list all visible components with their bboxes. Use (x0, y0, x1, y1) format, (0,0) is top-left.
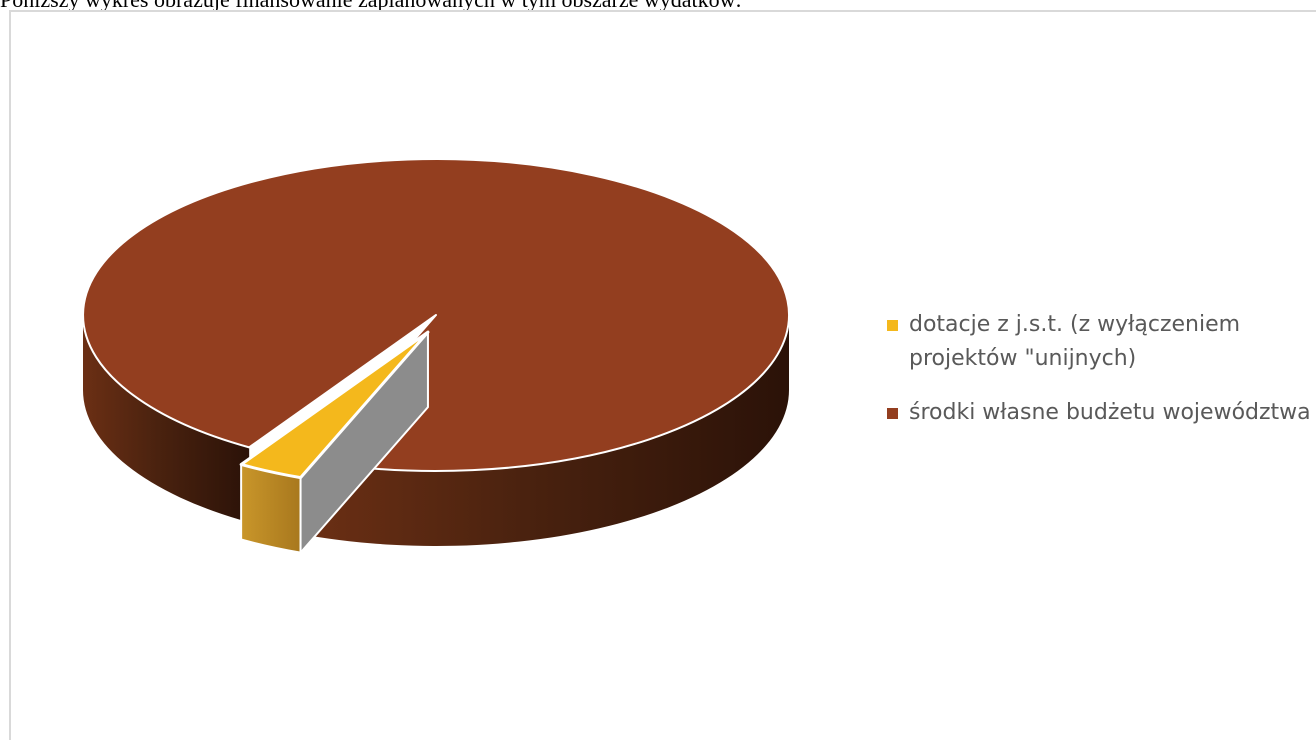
chart-legend: dotacje z j.s.t. (z wyłączeniem projektó… (887, 308, 1316, 450)
legend-label-srodki: środki własne budżetu województwa (909, 400, 1311, 425)
chart-area: dotacje z j.s.t. (z wyłączeniem projektó… (9, 10, 1316, 740)
pie-chart (82, 158, 791, 554)
legend-item-dotacje: dotacje z j.s.t. (z wyłączeniem projektó… (887, 308, 1316, 376)
intro-text: Poniższy wykres obrazuje finansowanie za… (0, 0, 742, 13)
legend-item-srodki: środki własne budżetu województwa (887, 396, 1316, 430)
pie-slice-dotacje (239, 330, 430, 480)
legend-swatch-dotacje (887, 320, 898, 331)
legend-swatch-srodki (887, 408, 898, 419)
pie-slice-srodki (82, 158, 791, 472)
pie-side-srodki-0 (308, 315, 789, 547)
pie-side-dotacje (240, 463, 302, 554)
legend-label-dotacje: dotacje z j.s.t. (z wyłączeniem projektó… (909, 312, 1241, 371)
pie-side-srodki-1 (83, 315, 250, 523)
